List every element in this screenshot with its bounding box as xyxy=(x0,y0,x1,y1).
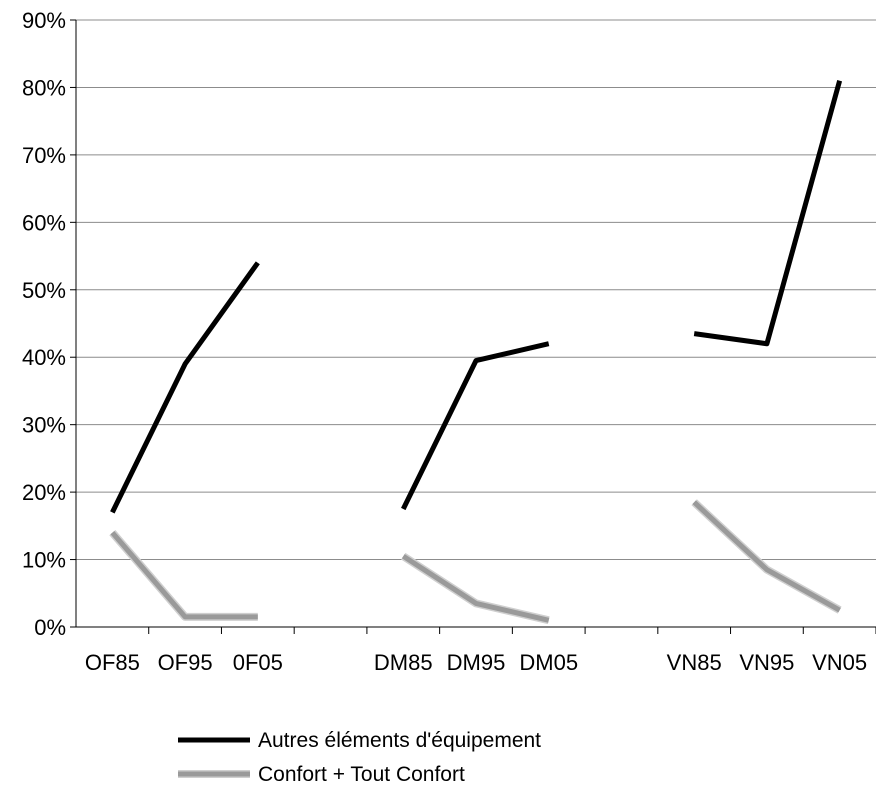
x-tick-label: OF85 xyxy=(85,650,140,675)
x-tick-label: VN05 xyxy=(812,650,867,675)
legend-label: Confort + Tout Confort xyxy=(258,763,465,786)
y-tick-label: 60% xyxy=(22,210,66,235)
x-tick-label: DM95 xyxy=(447,650,506,675)
y-tick-label: 0% xyxy=(34,615,66,640)
y-tick-label: 40% xyxy=(22,345,66,370)
y-tick-label: 90% xyxy=(22,8,66,33)
series-line-confort-outline xyxy=(109,529,258,621)
series-line-confort xyxy=(401,554,550,623)
x-tick-label: VN95 xyxy=(739,650,794,675)
legend: Autres éléments d'équipement Confort + To… xyxy=(178,729,541,786)
series-line-confort-outline xyxy=(401,552,550,625)
series-line-autres xyxy=(401,341,550,511)
x-tick-label: 0F05 xyxy=(233,650,283,675)
gridlines xyxy=(76,19,876,561)
series-line-confort xyxy=(110,530,258,620)
y-tick-label: 30% xyxy=(22,413,66,438)
legend-label: Autres éléments d'équipement xyxy=(258,729,541,752)
x-tick-label: DM05 xyxy=(519,650,578,675)
y-tick-label: 50% xyxy=(22,278,66,303)
y-tick-label: 70% xyxy=(22,143,66,168)
y-tick-label: 80% xyxy=(22,75,66,100)
series-line-autres xyxy=(693,80,843,347)
series-lines xyxy=(109,80,843,625)
series-line-confort-outline xyxy=(691,499,842,614)
y-tick-label: 20% xyxy=(22,480,66,505)
series-line-autres xyxy=(110,261,260,514)
series-line-confort xyxy=(692,500,841,613)
x-tick-label: DM85 xyxy=(374,650,433,675)
x-tick-label: VN85 xyxy=(667,650,722,675)
y-tick-labels: 0% 10% 20% 30% 40% 50% 60% 70% 80% 90% xyxy=(22,8,66,640)
x-tick-label: OF95 xyxy=(158,650,213,675)
x-tick-labels: OF85 OF95 0F05 DM85 DM95 DM05 VN85 VN95 VN05 xyxy=(85,650,867,675)
y-tick-label: 10% xyxy=(22,548,66,573)
axes xyxy=(70,19,876,634)
